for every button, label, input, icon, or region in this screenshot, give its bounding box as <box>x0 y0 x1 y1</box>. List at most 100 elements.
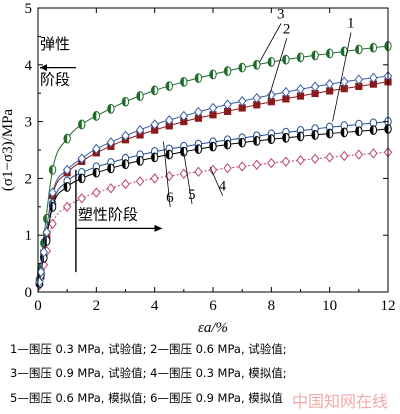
x-tick-label: 4 <box>151 298 159 314</box>
series-5-point <box>369 125 378 136</box>
series-5-point <box>121 159 130 170</box>
series-4-point <box>62 201 72 212</box>
series-line-4 <box>37 151 389 293</box>
series-5-point <box>325 128 334 139</box>
series-6-point <box>92 143 101 155</box>
series-4-point <box>310 153 320 164</box>
series-4-point <box>121 178 130 190</box>
x-axis-label: εa/% <box>198 320 228 336</box>
curve-label-leader-4 <box>209 166 224 196</box>
series-6-point <box>77 153 86 164</box>
legend-row-2: 3—围压 0.9 MPa, 试验值; 4—围压 0.3 MPa, 模拟值; <box>10 366 287 380</box>
series-4-point <box>106 183 116 194</box>
series-5-point <box>253 136 261 146</box>
series-5-point <box>165 149 173 160</box>
series-3-point <box>355 44 363 55</box>
series-6-point <box>340 76 349 88</box>
series-6-point <box>165 114 174 126</box>
series-5-point <box>63 182 71 192</box>
series-4-point <box>194 166 203 178</box>
series-3-point <box>267 57 276 67</box>
series-4-point <box>369 148 378 159</box>
series-6-point <box>135 124 145 136</box>
series-4-point <box>179 168 189 180</box>
series-4-point <box>223 162 232 174</box>
curve-label-leader-1 <box>332 32 352 122</box>
series-3-point <box>369 42 378 53</box>
series-3-point <box>311 50 319 61</box>
curve-label-6: 6 <box>166 190 174 206</box>
series-4-point <box>135 176 145 187</box>
series-3-point <box>107 103 115 114</box>
series-5-point <box>355 126 363 137</box>
series-6-point <box>208 102 218 114</box>
series-3-point <box>92 111 101 121</box>
series-4-point <box>340 150 349 162</box>
series-6-point <box>179 110 189 122</box>
series-6-point <box>237 95 247 107</box>
series-3-point <box>223 66 232 76</box>
x-tick-label: 6 <box>209 298 217 314</box>
series-4-point <box>252 159 261 170</box>
series-6-point <box>369 72 378 84</box>
series-6-point <box>252 92 261 104</box>
series-3-point <box>78 119 86 130</box>
series-6-point <box>106 137 116 148</box>
series-6-point <box>281 86 291 98</box>
watermark: 中国知网在线 <box>292 392 389 411</box>
series-6-point <box>325 78 334 90</box>
x-tick-label: 8 <box>268 298 276 314</box>
series-5-point <box>238 137 246 148</box>
y-tick-label: 1 <box>25 228 33 244</box>
elastic-arrowhead <box>40 64 47 72</box>
curve-label-leader-2 <box>268 38 288 99</box>
y-tick-label: 3 <box>25 115 33 131</box>
series-4-point <box>296 155 305 166</box>
series-3-point <box>238 62 246 73</box>
curve-label-1: 1 <box>347 16 355 32</box>
series-5-point <box>180 146 188 157</box>
series-4-point <box>267 157 276 169</box>
series-5-point <box>136 155 144 166</box>
series-6-point <box>48 187 57 198</box>
curve-label-4: 4 <box>219 179 227 195</box>
curve-label-leader-5 <box>183 152 193 205</box>
elastic-stage-label-line2: 阶段 <box>40 71 70 89</box>
y-tick-label: 0 <box>25 285 33 301</box>
series-4-point <box>48 218 57 230</box>
series-6-point <box>223 99 232 110</box>
series-6-point <box>296 84 305 95</box>
series-3-point <box>296 52 305 63</box>
series-3-point <box>209 69 217 80</box>
series-3-point <box>282 54 290 65</box>
curve-label-5: 5 <box>188 187 196 203</box>
series-6-point <box>39 247 49 258</box>
series-5-point <box>267 134 276 145</box>
y-tick-label: 4 <box>25 58 33 74</box>
series-3-point <box>121 96 130 107</box>
legend-row-1: 1—围压 0.3 MPa, 试验值; 2—围压 0.6 MPa, 试验值; <box>10 342 287 356</box>
series-5-point <box>78 173 86 184</box>
series-6-point <box>310 81 320 92</box>
y-tick-label: 2 <box>25 171 33 187</box>
series-5-point <box>194 144 203 155</box>
y-tick-label: 5 <box>25 1 33 17</box>
series-5-point <box>296 131 305 142</box>
series-4-point <box>237 161 247 172</box>
y-axis-label: (σ1−σ3)/MPa <box>0 109 16 191</box>
curve-label-2: 2 <box>283 21 291 37</box>
legend-row-3: 5—围压 0.6 MPa, 模拟值; 6—围压 0.9 MPa, 模拟值 <box>10 391 283 405</box>
series-4-point <box>77 193 86 204</box>
series-6-point <box>36 266 46 278</box>
x-tick-label: 12 <box>381 298 396 314</box>
series-4-point <box>354 149 364 160</box>
series-6-point <box>35 276 44 288</box>
series-3-point <box>150 85 159 96</box>
series-3-point <box>253 59 261 70</box>
series-6-point <box>62 164 72 176</box>
series-3-point <box>180 76 188 87</box>
series-3-point <box>48 164 57 175</box>
series-3-point <box>325 48 334 59</box>
